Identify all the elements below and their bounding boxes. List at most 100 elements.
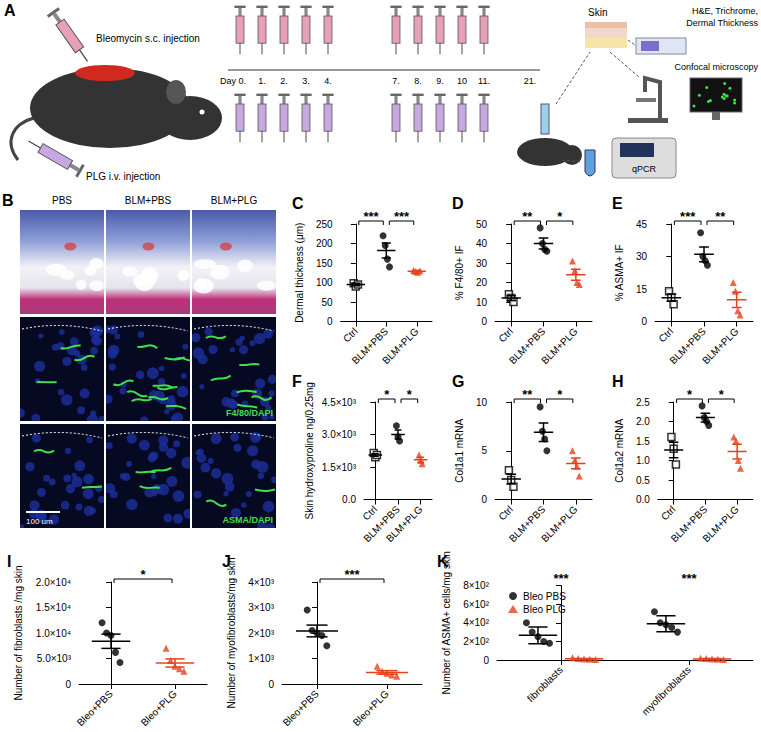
svg-text:BLM+PLG: BLM+PLG bbox=[384, 503, 425, 544]
svg-text:BLM+PLG: BLM+PLG bbox=[539, 325, 580, 366]
svg-text:Bleo PBS: Bleo PBS bbox=[523, 591, 566, 602]
svg-text:BLM+PLG: BLM+PLG bbox=[211, 195, 258, 206]
svg-text:8.: 8. bbox=[414, 76, 422, 86]
svg-text:50: 50 bbox=[321, 297, 333, 308]
svg-text:2.0: 2.0 bbox=[636, 416, 650, 427]
svg-text:Number of myofibroblasts/mg sk: Number of myofibroblasts/mg skin bbox=[226, 557, 237, 708]
svg-text:Bleo PLG: Bleo PLG bbox=[523, 604, 566, 615]
svg-text:Ctrl: Ctrl bbox=[656, 326, 675, 345]
svg-text:Ctrl: Ctrl bbox=[360, 504, 379, 523]
svg-text:% F4/80+ IF: % F4/80+ IF bbox=[454, 245, 465, 300]
svg-text:1×10³: 1×10³ bbox=[248, 653, 275, 664]
svg-text:H: H bbox=[612, 373, 624, 390]
svg-text:1.: 1. bbox=[258, 76, 266, 86]
svg-text:Bleomycin s.c. injection: Bleomycin s.c. injection bbox=[96, 33, 200, 44]
svg-text:15: 15 bbox=[636, 284, 648, 295]
svg-text:Ctrl: Ctrl bbox=[496, 326, 515, 345]
svg-text:0.0: 0.0 bbox=[342, 494, 356, 505]
svg-text:Ctrl: Ctrl bbox=[341, 326, 360, 345]
svg-text:5.0×10³: 5.0×10³ bbox=[37, 653, 72, 664]
svg-text:0: 0 bbox=[641, 316, 647, 327]
svg-text:F4/80/DAPI: F4/80/DAPI bbox=[226, 408, 273, 418]
svg-text:Day 0.: Day 0. bbox=[220, 76, 246, 86]
svg-text:100: 100 bbox=[316, 277, 333, 288]
svg-text:Confocal microscopy: Confocal microscopy bbox=[674, 62, 758, 72]
svg-text:BLM+PLG: BLM+PLG bbox=[700, 503, 741, 544]
svg-text:Skin: Skin bbox=[588, 7, 607, 18]
svg-text:Dermal Thickness: Dermal Thickness bbox=[686, 18, 758, 28]
svg-text:F: F bbox=[292, 373, 302, 390]
svg-text:*: * bbox=[384, 387, 390, 402]
svg-text:2×10²: 2×10² bbox=[463, 636, 490, 647]
svg-text:E: E bbox=[612, 195, 623, 212]
svg-text:***: *** bbox=[681, 571, 697, 586]
svg-text:10: 10 bbox=[457, 76, 467, 86]
svg-text:***: *** bbox=[363, 209, 379, 224]
svg-text:21.: 21. bbox=[524, 76, 537, 86]
svg-text:Dermal thickness (μm): Dermal thickness (μm) bbox=[294, 223, 305, 323]
svg-text:4×10³: 4×10³ bbox=[248, 577, 275, 588]
svg-text:Number of ASMA+ cells/mg skin: Number of ASMA+ cells/mg skin bbox=[441, 551, 452, 694]
svg-text:Skin hydroxyproline ng/0.25mg: Skin hydroxyproline ng/0.25mg bbox=[304, 382, 315, 519]
svg-text:I: I bbox=[7, 553, 11, 570]
svg-text:7.: 7. bbox=[392, 76, 400, 86]
svg-text:Ctrl: Ctrl bbox=[659, 504, 678, 523]
svg-text:B: B bbox=[2, 192, 14, 209]
svg-text:5: 5 bbox=[481, 445, 487, 456]
svg-text:Bleo+PLG: Bleo+PLG bbox=[351, 688, 391, 728]
svg-text:1.5×10³: 1.5×10³ bbox=[322, 462, 357, 473]
svg-text:50: 50 bbox=[476, 219, 488, 230]
svg-text:***: *** bbox=[344, 567, 360, 582]
svg-text:qPCR: qPCR bbox=[632, 164, 657, 174]
svg-text:*: * bbox=[557, 209, 563, 224]
svg-text:100 um: 100 um bbox=[26, 517, 53, 526]
svg-text:Number of fibroblasts /mg skin: Number of fibroblasts /mg skin bbox=[13, 565, 24, 700]
svg-text:10: 10 bbox=[476, 397, 488, 408]
svg-text:2×10³: 2×10³ bbox=[248, 628, 275, 639]
svg-text:3×10³: 3×10³ bbox=[248, 602, 275, 613]
svg-text:30: 30 bbox=[476, 258, 488, 269]
svg-text:***: *** bbox=[553, 571, 569, 586]
svg-text:1.5×10⁴: 1.5×10⁴ bbox=[36, 602, 71, 613]
svg-text:ASMA/DAPI: ASMA/DAPI bbox=[222, 515, 273, 525]
svg-text:BLM+PLG: BLM+PLG bbox=[700, 325, 741, 366]
svg-text:0: 0 bbox=[481, 316, 487, 327]
svg-text:BLM+PLG: BLM+PLG bbox=[539, 503, 580, 544]
svg-text:**: ** bbox=[522, 387, 533, 402]
svg-text:2.5: 2.5 bbox=[636, 397, 650, 408]
svg-text:**: ** bbox=[522, 209, 533, 224]
svg-text:4.5×10³: 4.5×10³ bbox=[322, 397, 357, 408]
svg-text:0: 0 bbox=[65, 679, 71, 690]
svg-text:200: 200 bbox=[316, 238, 333, 249]
svg-text:2.0×10⁴: 2.0×10⁴ bbox=[36, 577, 71, 588]
svg-text:9.: 9. bbox=[436, 76, 444, 86]
svg-text:45: 45 bbox=[636, 219, 648, 230]
svg-text:J: J bbox=[222, 553, 231, 570]
svg-text:PBS: PBS bbox=[52, 195, 72, 206]
svg-text:C: C bbox=[292, 195, 304, 212]
svg-text:Bleo+PLG: Bleo+PLG bbox=[139, 688, 179, 728]
svg-text:*: * bbox=[407, 387, 413, 402]
svg-text:Ctrl: Ctrl bbox=[496, 504, 515, 523]
svg-text:0.0: 0.0 bbox=[636, 494, 650, 505]
svg-text:*: * bbox=[687, 387, 693, 402]
svg-text:10: 10 bbox=[476, 297, 488, 308]
svg-text:3.0×10³: 3.0×10³ bbox=[322, 429, 357, 440]
svg-text:Col1a2 mRNA: Col1a2 mRNA bbox=[614, 418, 625, 482]
svg-text:11.: 11. bbox=[478, 76, 490, 86]
svg-text:D: D bbox=[452, 195, 464, 212]
svg-text:0: 0 bbox=[268, 679, 274, 690]
svg-text:***: *** bbox=[680, 209, 696, 224]
svg-text:BLM+PBS: BLM+PBS bbox=[125, 195, 172, 206]
svg-text:**: ** bbox=[715, 209, 726, 224]
svg-text:0.5: 0.5 bbox=[636, 475, 650, 486]
svg-text:*: * bbox=[140, 567, 146, 582]
svg-text:4×10²: 4×10² bbox=[463, 617, 490, 628]
svg-text:1.0×10⁴: 1.0×10⁴ bbox=[36, 628, 71, 639]
svg-text:A: A bbox=[4, 2, 16, 19]
svg-text:Bleo+PBS: Bleo+PBS bbox=[75, 688, 115, 728]
svg-text:6×10²: 6×10² bbox=[463, 599, 490, 610]
svg-text:3.: 3. bbox=[302, 76, 310, 86]
svg-text:0: 0 bbox=[481, 494, 487, 505]
svg-text:8×10²: 8×10² bbox=[463, 580, 490, 591]
